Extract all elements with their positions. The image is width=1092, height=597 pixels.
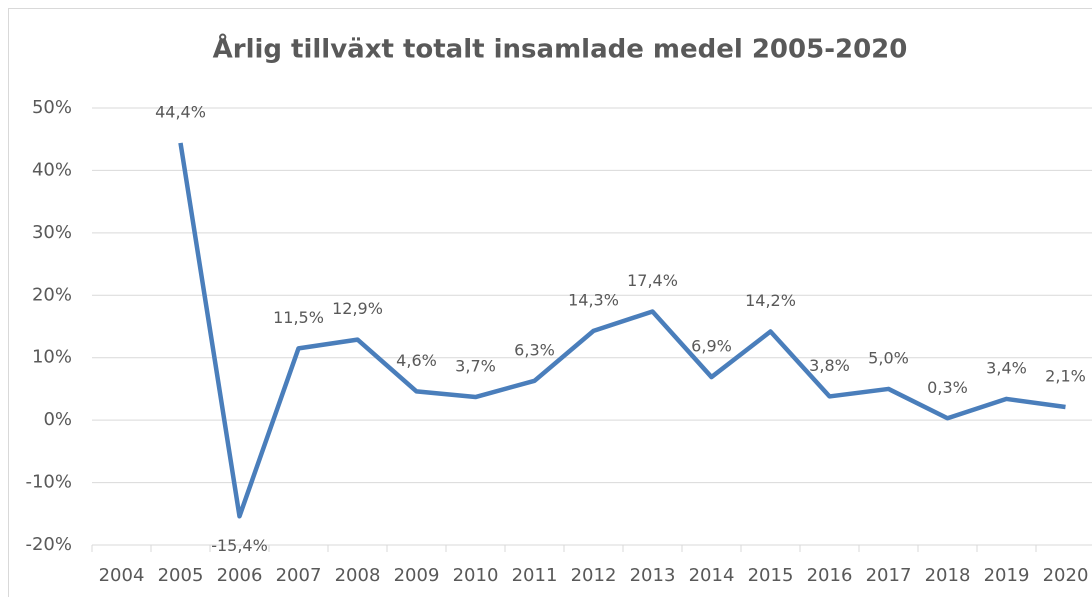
data-label: 12,9% — [332, 299, 383, 318]
y-tick-label: -10% — [25, 472, 72, 493]
x-tick-label: 2004 — [99, 565, 145, 586]
x-tick-label: 2014 — [689, 565, 735, 586]
x-tick-label: 2011 — [512, 565, 558, 586]
data-label: 0,3% — [927, 378, 968, 397]
data-label: 14,2% — [745, 291, 796, 310]
x-tick-label: 2006 — [217, 565, 263, 586]
data-label: 3,8% — [809, 356, 850, 375]
x-tick-label: 2008 — [335, 565, 381, 586]
x-tick-label: 2010 — [453, 565, 499, 586]
y-tick-label: 10% — [32, 347, 72, 368]
y-tick-label: 0% — [43, 409, 72, 430]
data-label: 4,6% — [396, 351, 437, 370]
x-tick-label: 2018 — [925, 565, 971, 586]
y-tick-label: 30% — [32, 222, 72, 243]
data-label: 2,1% — [1045, 367, 1086, 386]
x-tick-label: 2016 — [807, 565, 853, 586]
data-label: 6,3% — [514, 340, 555, 359]
data-label: 44,4% — [155, 102, 206, 121]
data-label: -15,4% — [211, 536, 268, 555]
x-tick-label: 2012 — [571, 565, 617, 586]
data-label: 3,4% — [986, 358, 1027, 377]
y-tick-label: -20% — [25, 534, 72, 555]
data-label: 3,7% — [455, 357, 496, 376]
y-tick-label: 20% — [32, 284, 72, 305]
x-tick-label: 2019 — [984, 565, 1030, 586]
x-tick-label: 2009 — [394, 565, 440, 586]
y-tick-label: 50% — [32, 97, 72, 118]
data-label: 14,3% — [568, 290, 619, 309]
data-label: 6,9% — [691, 337, 732, 356]
data-label: 17,4% — [627, 271, 678, 290]
x-tick-label: 2017 — [866, 565, 912, 586]
data-label: 5,0% — [868, 348, 909, 367]
series-line — [178, 142, 1066, 519]
chart-frame — [8, 8, 1092, 597]
x-tick-label: 2015 — [748, 565, 794, 586]
y-tick-label: 40% — [32, 159, 72, 180]
chart-title: Årlig tillväxt totalt insamlade medel 20… — [213, 33, 908, 65]
x-tick-label: 2005 — [158, 565, 204, 586]
data-label: 11,5% — [273, 308, 324, 327]
x-tick-label: 2013 — [630, 565, 676, 586]
x-tick-label: 2020 — [1043, 565, 1089, 586]
x-tick-label: 2007 — [276, 565, 322, 586]
